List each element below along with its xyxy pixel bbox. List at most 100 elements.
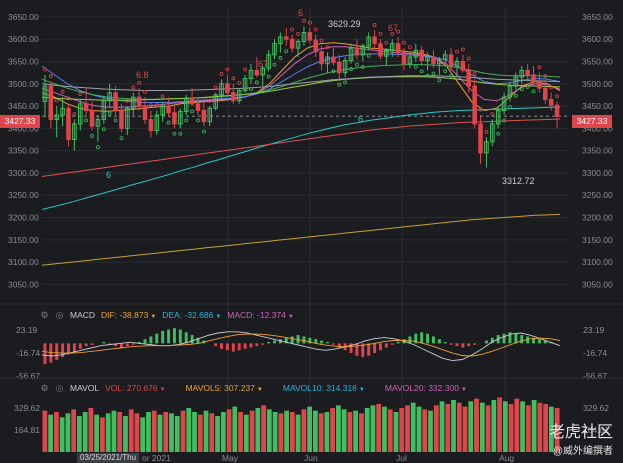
candle-body	[242, 77, 248, 91]
volume-bar	[485, 405, 491, 452]
sar-dot	[66, 96, 71, 101]
candle-body	[419, 49, 424, 62]
candle-body	[336, 61, 342, 74]
volume-bar	[370, 405, 376, 452]
volume-bar	[428, 410, 433, 452]
sar-dot	[384, 40, 389, 45]
caret-down-icon[interactable]: ▼	[215, 314, 222, 320]
gear-icon[interactable]: ⚙	[40, 309, 49, 320]
sar-dot	[237, 80, 242, 85]
vol-axis-label-left: 329.62	[14, 403, 40, 413]
volume-bar	[232, 406, 238, 452]
vol-axis-label-left: 164.81	[14, 425, 40, 435]
volume-bar	[295, 414, 301, 452]
price-tick-label-left: 3150.00	[8, 235, 39, 245]
sar-dot	[490, 112, 495, 117]
volume-bar	[376, 404, 382, 452]
volume-bar	[289, 412, 295, 452]
caret-down-icon[interactable]: ▼	[287, 314, 294, 320]
volume-bar	[186, 408, 192, 452]
gear-icon[interactable]: ⚙	[40, 382, 49, 393]
candle-body	[266, 54, 271, 69]
candle-body	[225, 83, 230, 94]
sar-dot	[125, 98, 130, 103]
volume-bar	[220, 412, 226, 452]
volume-bar	[261, 405, 266, 452]
candle-body	[448, 54, 454, 67]
candle-body	[366, 36, 371, 47]
mavol20-value: 332.300	[428, 383, 459, 393]
candle-body	[136, 96, 142, 107]
volume-bar	[382, 406, 387, 452]
caret-down-icon[interactable]: ▼	[358, 387, 365, 393]
vol-axis-label-right: 164.81	[583, 425, 609, 435]
macd-axis-label-left: -16.74	[16, 348, 40, 358]
volume-bar	[497, 397, 502, 452]
volume-bar	[307, 406, 313, 452]
candle-body	[331, 56, 336, 63]
eye-icon[interactable]: ◎	[55, 309, 64, 320]
candle-body	[183, 97, 189, 112]
eye-icon[interactable]: ◎	[55, 382, 64, 393]
caret-down-icon[interactable]: ▼	[256, 387, 263, 393]
sar-dot	[78, 92, 83, 96]
volume-bar	[439, 401, 445, 452]
sar-dot	[496, 131, 501, 136]
sar-dot	[449, 73, 454, 78]
volume-bar	[284, 410, 289, 452]
volume-bar	[330, 408, 336, 452]
sar-dot	[243, 67, 247, 72]
volume-bar	[520, 401, 525, 452]
sar-dot	[325, 45, 330, 50]
candle-body	[519, 69, 525, 78]
volume-bar	[364, 408, 370, 452]
sar-dot	[472, 72, 477, 76]
candle-body	[537, 81, 542, 89]
dea-label: DEA: -32.686 ▼	[162, 310, 222, 320]
candle-body	[278, 36, 283, 45]
sar-dot	[519, 87, 524, 92]
candle-body	[389, 43, 395, 51]
volume-bar	[157, 414, 163, 452]
mavol10-value: 314.316	[326, 383, 357, 393]
volume-bar	[433, 405, 439, 452]
sar-dot	[113, 118, 118, 123]
sar-dot	[396, 29, 401, 34]
sar-dot	[419, 69, 424, 74]
sar-dot	[272, 62, 277, 67]
sar-dot	[431, 71, 436, 76]
volume-bar	[215, 416, 220, 452]
mavol-label: MAVOL	[70, 383, 100, 393]
caret-down-icon[interactable]: ▼	[159, 387, 166, 393]
sar-dot	[160, 94, 165, 99]
time-axis-label: Jul	[396, 453, 407, 463]
sar-dot	[131, 85, 136, 90]
volume-bar	[192, 412, 197, 452]
caret-down-icon[interactable]: ▼	[150, 314, 157, 320]
price-tick-label-left: 3500.00	[8, 79, 39, 89]
sar-dot	[378, 31, 383, 36]
price-tick-label-left: 3300.00	[8, 168, 39, 178]
candle-body	[437, 58, 442, 65]
volume-bar	[543, 404, 548, 452]
volume-bar	[456, 402, 462, 452]
candle-body	[395, 43, 401, 54]
volume-bar	[525, 405, 531, 452]
candle-body	[466, 69, 472, 87]
candle-body	[201, 110, 207, 123]
candle-body	[107, 92, 112, 102]
candle-body	[189, 97, 195, 105]
caret-down-icon[interactable]: ▼	[460, 387, 467, 393]
volume-bar	[48, 414, 54, 452]
candle-body	[513, 76, 519, 87]
volume-bar	[278, 413, 284, 452]
sar-dot	[537, 65, 542, 70]
candle-body	[42, 85, 48, 103]
volume-bar	[445, 404, 451, 452]
price-tick-label-right: 3650.00	[582, 12, 613, 22]
volume-bar	[151, 410, 157, 452]
sar-dot	[355, 62, 359, 67]
sar-dot	[43, 67, 47, 72]
candle-body	[372, 36, 377, 45]
